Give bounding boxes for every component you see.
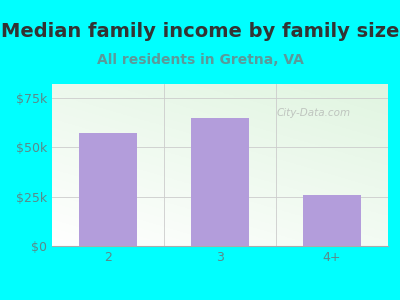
Text: Median family income by family size: Median family income by family size <box>1 22 399 41</box>
Bar <box>191 118 249 246</box>
Bar <box>79 134 137 246</box>
Text: All residents in Gretna, VA: All residents in Gretna, VA <box>96 53 304 67</box>
Text: City-Data.com: City-Data.com <box>277 108 351 118</box>
Bar <box>303 195 361 246</box>
